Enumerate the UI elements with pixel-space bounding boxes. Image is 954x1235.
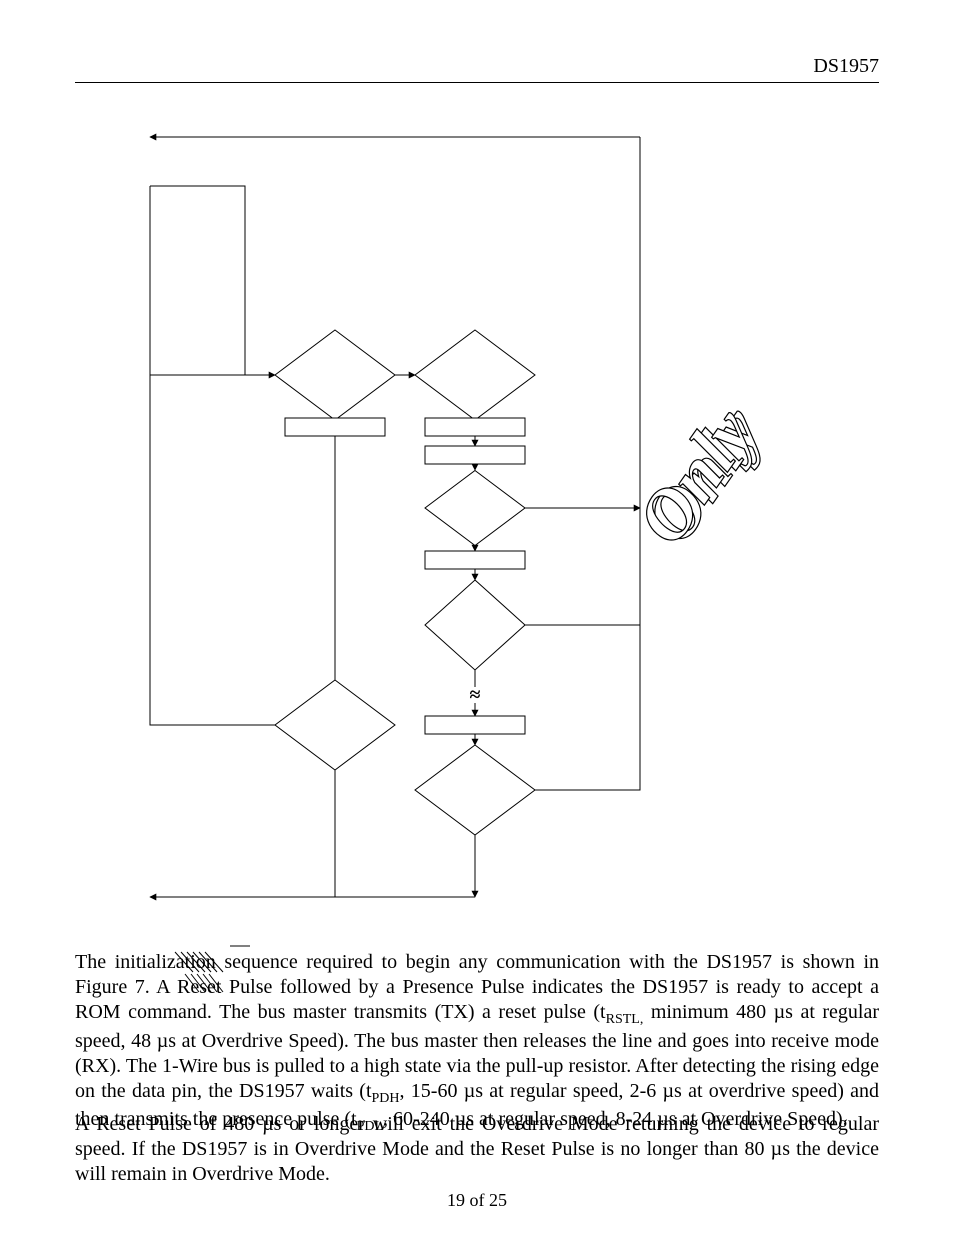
flowchart-svg: ≈OnlyOnly <box>75 130 879 910</box>
flowchart-figure: ≈OnlyOnly <box>75 130 879 910</box>
svg-text:≈: ≈ <box>470 684 481 706</box>
page: DS1957 ≈OnlyOnly The initialization sequ… <box>0 0 954 1235</box>
paragraph-2: A Reset Pulse of 480 µs or longer will e… <box>75 1112 879 1187</box>
header-doc-id: DS1957 <box>813 55 879 78</box>
page-footer: 19 of 25 <box>0 1190 954 1211</box>
header-rule <box>75 82 879 83</box>
paragraph-1: The initialization sequence required to … <box>75 950 879 1136</box>
